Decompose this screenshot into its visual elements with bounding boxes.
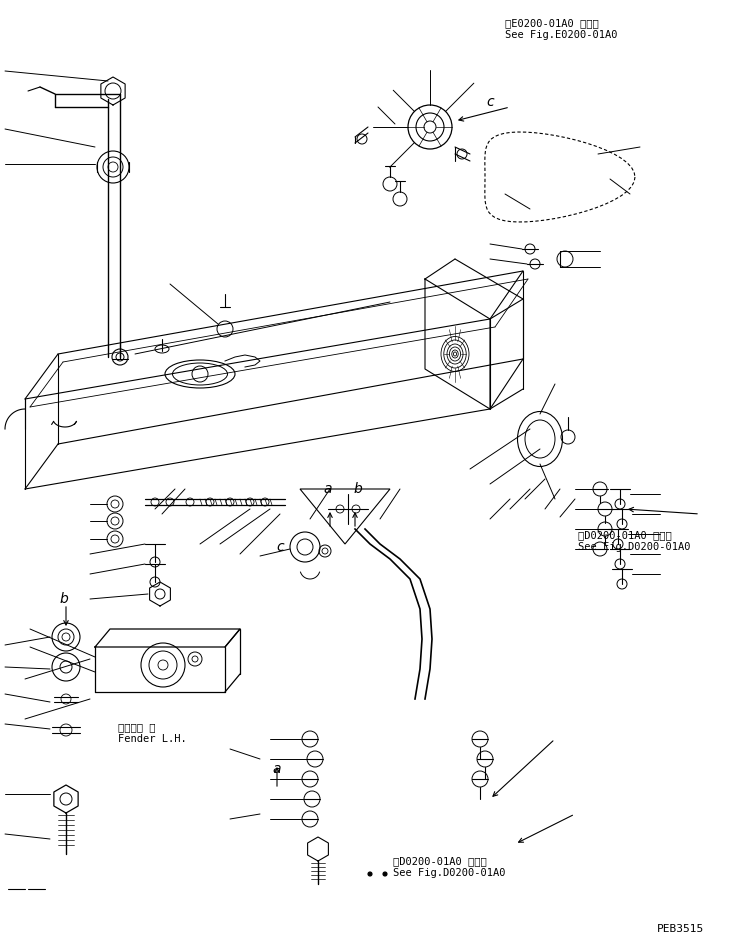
Text: PEB3515: PEB3515 — [656, 923, 704, 933]
Text: See Fig.D0200-01A0: See Fig.D0200-01A0 — [578, 542, 690, 551]
Text: See Fig.D0200-01A0: See Fig.D0200-01A0 — [393, 868, 505, 877]
Text: See Fig.E0200-01A0: See Fig.E0200-01A0 — [505, 30, 617, 40]
Text: b: b — [354, 481, 363, 496]
Circle shape — [383, 872, 387, 876]
Text: 第D0200-01A0 図参照: 第D0200-01A0 図参照 — [578, 530, 672, 539]
Text: フェンダ 左: フェンダ 左 — [118, 721, 155, 732]
Text: a: a — [273, 761, 281, 775]
Text: 第D0200-01A0 図参照: 第D0200-01A0 図参照 — [393, 855, 487, 865]
Text: Fender L.H.: Fender L.H. — [118, 733, 186, 743]
Text: c: c — [486, 95, 494, 109]
Text: 第E0200-01A0 図参照: 第E0200-01A0 図参照 — [505, 18, 599, 28]
Text: b: b — [60, 591, 68, 605]
Circle shape — [368, 872, 372, 876]
Text: c: c — [276, 539, 284, 553]
Text: a: a — [324, 481, 332, 496]
